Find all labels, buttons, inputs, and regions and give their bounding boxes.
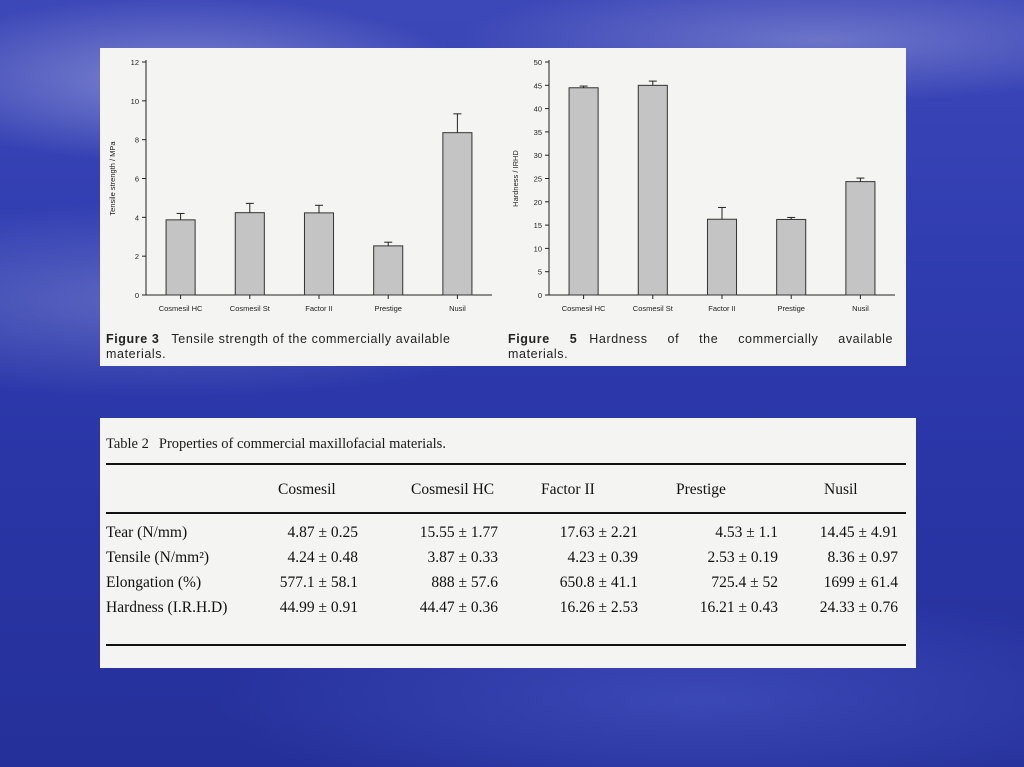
bar-nusil	[845, 181, 876, 296]
table-header-rule	[106, 512, 906, 514]
figure-5-caption: Figure 5 Hardness of the commercially ava…	[508, 332, 893, 362]
y-tick-label: 0	[135, 291, 139, 300]
table-cell: 24.33 ± 0.76	[819, 598, 898, 616]
y-tick-label: 40	[534, 105, 542, 114]
table-cell: 8.36 ± 0.97	[827, 548, 898, 566]
table-cell: 2.53 ± 0.19	[707, 548, 778, 566]
y-axis-label: Hardness / IRHD	[511, 150, 520, 207]
bar-cosmesil-st	[234, 212, 265, 296]
table-bottom-rule	[106, 644, 906, 646]
table-header-row: Cosmesil Cosmesil HC Factor II Prestige …	[106, 470, 906, 510]
x-tick-label: Prestige	[374, 304, 402, 313]
y-tick-label: 5	[538, 268, 542, 277]
table-label: Table 2	[106, 436, 149, 452]
bar-prestige	[373, 245, 404, 296]
table-cell: 15.55 ± 1.77	[419, 523, 498, 541]
table-cell: 4.24 ± 0.48	[287, 548, 358, 566]
properties-table: Cosmesil Cosmesil HC Factor II Prestige …	[106, 470, 906, 620]
column-header: Prestige	[676, 481, 726, 498]
bar-factor-ii	[303, 212, 335, 296]
y-tick-label: 30	[534, 151, 542, 160]
table-row: Tensile (N/mm²) 4.24 ± 0.48 3.87 ± 0.33 …	[106, 545, 906, 570]
bar-cosmesil-hc	[165, 219, 196, 296]
table-title: Table 2 Properties of commercial maxillof…	[106, 436, 446, 453]
column-header	[106, 470, 256, 510]
figure-3-caption-text: Tensile strength of the commercially ava…	[106, 332, 451, 361]
row-label: Tensile (N/mm²)	[106, 548, 209, 566]
y-tick-label: 50	[534, 58, 542, 67]
row-label: Elongation (%)	[106, 573, 202, 591]
table-title-text: Properties of commercial maxillofacial m…	[158, 436, 446, 452]
table-cell: 17.63 ± 2.21	[559, 523, 638, 541]
table-cell: 44.99 ± 0.91	[279, 598, 358, 616]
x-tick-label: Cosmesil HC	[562, 304, 606, 313]
table-cell: 725.4 ± 52	[711, 573, 778, 591]
figure-5-caption-text: Hardness of the commercially available	[589, 332, 894, 346]
bar-cosmesil-hc	[568, 87, 599, 296]
y-tick-label: 10	[131, 97, 139, 106]
y-tick-label: 12	[131, 58, 139, 67]
table-cell: 14.45 ± 4.91	[819, 523, 898, 541]
figure-3-caption: Figure 3 Tensile strength of the commerci…	[106, 332, 491, 362]
table-row: Tear (N/mm) 4.87 ± 0.25 15.55 ± 1.77 17.…	[106, 520, 906, 545]
column-header: Cosmesil	[278, 481, 336, 498]
tensile-strength-chart: 0 2 4 6 8 10 12 Tensile strength / MPa Cosmesil …	[108, 58, 492, 313]
x-tick-label: Cosmesil St	[633, 304, 674, 313]
table-row: Elongation (%) 577.1 ± 58.1 888 ± 57.6 6…	[106, 570, 906, 595]
table-cell: 577.1 ± 58.1	[279, 573, 358, 591]
y-tick-label: 8	[135, 136, 139, 145]
figure-3-label: Figure 3	[106, 332, 160, 346]
bar-nusil	[442, 132, 473, 296]
table-cell: 4.53 ± 1.1	[715, 523, 778, 541]
table-cell: 888 ± 57.6	[431, 573, 498, 591]
bar-factor-ii	[706, 218, 738, 296]
bar-prestige	[776, 218, 807, 296]
figure-panel: 0 2 4 6 8 10 12 Tensile strength / MPa Cosmesil …	[100, 48, 906, 366]
x-tick-label: Cosmesil St	[230, 304, 271, 313]
column-header: Nusil	[824, 481, 858, 498]
table-cell: 650.8 ± 41.1	[559, 573, 638, 591]
y-tick-label: 25	[534, 175, 542, 184]
y-tick-label: 6	[135, 175, 139, 184]
table-cell: 16.21 ± 0.43	[699, 598, 778, 616]
y-tick-label: 0	[538, 291, 542, 300]
table-cell: 4.87 ± 0.25	[287, 523, 358, 541]
x-tick-label: Cosmesil HC	[159, 304, 203, 313]
y-tick-label: 35	[534, 128, 542, 137]
table-panel: Table 2 Properties of commercial maxillof…	[100, 418, 916, 668]
y-tick-label: 2	[135, 252, 139, 261]
y-axis-label: Tensile strength / MPa	[108, 141, 117, 216]
column-header: Factor II	[541, 481, 595, 498]
y-tick-label: 10	[534, 244, 542, 253]
table-cell: 1699 ± 61.4	[823, 573, 898, 591]
y-tick-label: 20	[534, 198, 542, 207]
figure-5-caption-text-2: materials.	[508, 347, 569, 361]
table-row: Hardness (I.R.H.D) 44.99 ± 0.91 44.47 ± …	[106, 595, 906, 620]
x-tick-label: Prestige	[777, 304, 805, 313]
row-label: Tear (N/mm)	[106, 523, 188, 541]
hardness-chart: 0 5 10 15 20 25 30 35 40 45 50 Hardness / IRHD Cosme…	[511, 58, 895, 313]
figure-5-label: Figure 5	[508, 332, 578, 346]
row-label: Hardness (I.R.H.D)	[106, 598, 228, 616]
x-tick-label: Factor II	[305, 304, 333, 313]
y-tick-label: 4	[135, 213, 139, 222]
x-tick-label: Nusil	[852, 304, 869, 313]
y-tick-label: 45	[534, 81, 542, 90]
x-tick-label: Factor II	[708, 304, 736, 313]
x-tick-label: Nusil	[449, 304, 466, 313]
column-header: Cosmesil HC	[411, 481, 495, 498]
y-tick-label: 15	[534, 221, 542, 230]
table-cell: 3.87 ± 0.33	[427, 548, 498, 566]
table-top-rule	[106, 463, 906, 465]
table-cell: 4.23 ± 0.39	[567, 548, 638, 566]
table-cell: 44.47 ± 0.36	[419, 598, 498, 616]
bar-cosmesil-st	[637, 84, 668, 296]
table-cell: 16.26 ± 2.53	[559, 598, 638, 616]
